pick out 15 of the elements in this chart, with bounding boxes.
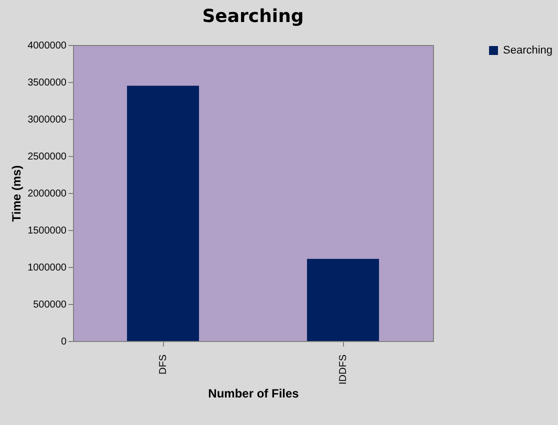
y-tick-label: 4000000 xyxy=(28,40,67,52)
chart-title: Searching xyxy=(202,6,304,27)
y-tick-label: 0 xyxy=(60,336,67,348)
y-tick-label: 3500000 xyxy=(28,78,67,88)
y-tick-label: 2000000 xyxy=(28,188,67,200)
y-tick-label: 2500000 xyxy=(28,152,67,162)
x-tick-label: IDDFS xyxy=(338,354,349,384)
x-tick-label: DFS xyxy=(158,354,169,374)
y-tick-label: 1000000 xyxy=(28,262,67,274)
legend-label: Searching xyxy=(503,44,553,56)
y-tick-label: 3000000 xyxy=(28,114,67,126)
y-tick-label: 1500000 xyxy=(28,226,67,236)
y-axis-title: Time (ms) xyxy=(10,165,24,222)
x-axis-title: Number of Files xyxy=(208,386,300,400)
y-tick-label: 500000 xyxy=(33,300,67,310)
